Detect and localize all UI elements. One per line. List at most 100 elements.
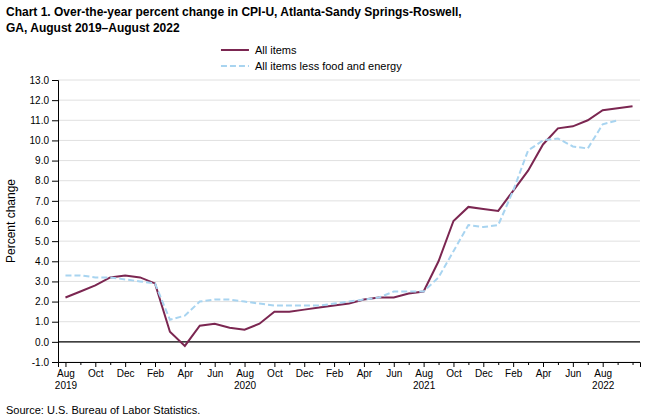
y-tick: 9.0	[35, 155, 58, 166]
y-tick-mark	[52, 161, 58, 162]
x-minor-tick-mark	[379, 362, 380, 365]
y-tick-mark	[52, 221, 58, 222]
y-tick: 3.0	[35, 276, 58, 287]
x-tick: Dec	[475, 362, 493, 379]
x-tick-label-line: 2020	[234, 380, 257, 391]
x-tick-label-line: Oct	[267, 368, 283, 379]
x-tick	[259, 362, 260, 365]
x-tick-label-line: Oct	[88, 368, 104, 379]
x-tick-mark	[573, 362, 574, 367]
y-tick-label: 8.0	[35, 175, 49, 186]
x-minor-tick-mark	[259, 362, 260, 365]
x-tick	[140, 362, 141, 365]
x-tick-label: Aug2019	[55, 368, 78, 391]
x-minor-tick-mark	[618, 362, 619, 365]
x-tick-mark	[483, 362, 484, 367]
x-tick: Aug2019	[55, 362, 78, 391]
x-tick-mark	[245, 362, 246, 367]
x-tick: Dec	[117, 362, 135, 379]
x-minor-tick-mark	[633, 362, 634, 365]
y-tick-mark	[52, 261, 58, 262]
y-tick-label: 9.0	[35, 155, 49, 166]
x-tick: Oct	[267, 362, 283, 379]
y-tick-label: 1.0	[35, 316, 49, 327]
y-tick: 1.0	[35, 316, 58, 327]
series-line	[65, 120, 617, 319]
y-tick: 8.0	[35, 175, 58, 186]
x-minor-tick-mark	[439, 362, 440, 365]
y-tick-mark	[52, 322, 58, 323]
x-tick: Jun	[386, 362, 402, 379]
grid-line	[58, 221, 640, 222]
y-tick-label: 5.0	[35, 236, 49, 247]
x-tick-mark	[65, 362, 66, 367]
x-tick-mark	[543, 362, 544, 367]
x-tick-mark	[304, 362, 305, 367]
y-tick-mark	[52, 181, 58, 182]
legend-label: All items less food and energy	[255, 60, 402, 72]
x-tick: Jun	[207, 362, 223, 379]
x-tick	[468, 362, 469, 365]
x-tick-label-line: Aug	[594, 368, 612, 379]
y-tick: 13.0	[30, 75, 58, 86]
x-tick	[558, 362, 559, 365]
x-minor-tick-mark	[558, 362, 559, 365]
grid-line	[58, 100, 640, 101]
series-lines	[65, 106, 632, 346]
grid-line	[58, 160, 640, 161]
x-tick	[230, 362, 231, 365]
x-tick-label-line: Apr	[178, 368, 194, 379]
x-tick-mark	[453, 362, 454, 367]
x-minor-tick-mark	[110, 362, 111, 365]
grid-line	[58, 140, 640, 141]
x-tick-label-line: Jun	[386, 368, 402, 379]
y-tick-label: 4.0	[35, 256, 49, 267]
x-tick-mark	[334, 362, 335, 367]
x-tick-mark	[394, 362, 395, 367]
x-tick-mark	[155, 362, 156, 367]
x-minor-tick-mark	[349, 362, 350, 365]
x-tick: Feb	[147, 362, 165, 379]
chart-container: Aug2019OctDecFebAprJunAug2020OctDecFebAp…	[0, 0, 660, 420]
x-tick-label: Apr	[357, 368, 373, 379]
legend-label: All items	[255, 44, 297, 56]
x-tick	[588, 362, 589, 365]
y-tick-label: 3.0	[35, 276, 49, 287]
x-tick-mark	[125, 362, 126, 367]
y-tick-mark	[52, 362, 58, 363]
y-tick-label: 7.0	[35, 196, 49, 207]
legend-item: All items less food and energy	[221, 60, 402, 72]
x-tick: Oct	[446, 362, 462, 379]
y-tick: 12.0	[30, 95, 58, 106]
y-tick: 11.0	[30, 115, 58, 126]
x-tick-label: Oct	[88, 368, 104, 379]
x-tick-label-line: 2021	[413, 380, 436, 391]
x-tick-label-line: Feb	[505, 368, 523, 379]
x-tick-mark	[185, 362, 186, 367]
x-minor-tick-mark	[140, 362, 141, 365]
x-tick-label-line: Apr	[536, 368, 552, 379]
x-minor-tick-mark	[588, 362, 589, 365]
x-tick-mark	[603, 362, 604, 367]
x-tick: Aug2022	[592, 362, 615, 391]
x-tick-label: Oct	[267, 368, 283, 379]
plot: Aug2019OctDecFebAprJunAug2020OctDecFebAp…	[30, 75, 641, 391]
x-minor-tick-mark	[468, 362, 469, 365]
x-tick-mark	[513, 362, 514, 367]
y-axis: -1.00.01.02.03.04.05.06.07.08.09.010.011…	[30, 75, 59, 368]
x-tick-label: Feb	[326, 368, 344, 379]
grid-line	[58, 261, 640, 262]
x-tick-label: Apr	[536, 368, 552, 379]
x-tick-mark	[364, 362, 365, 367]
y-axis-title: Percent change	[4, 179, 18, 263]
x-tick: Aug2021	[413, 362, 436, 391]
x-minor-tick-mark	[289, 362, 290, 365]
x-tick-mark	[95, 362, 96, 367]
x-minor-tick-mark	[80, 362, 81, 365]
x-tick-label-line: Apr	[357, 368, 373, 379]
x-minor-tick-mark	[498, 362, 499, 365]
x-tick-label-line: Aug	[236, 368, 254, 379]
y-tick: 6.0	[35, 216, 58, 227]
y-tick-label: 13.0	[30, 75, 50, 86]
legend-swatch	[221, 49, 249, 51]
